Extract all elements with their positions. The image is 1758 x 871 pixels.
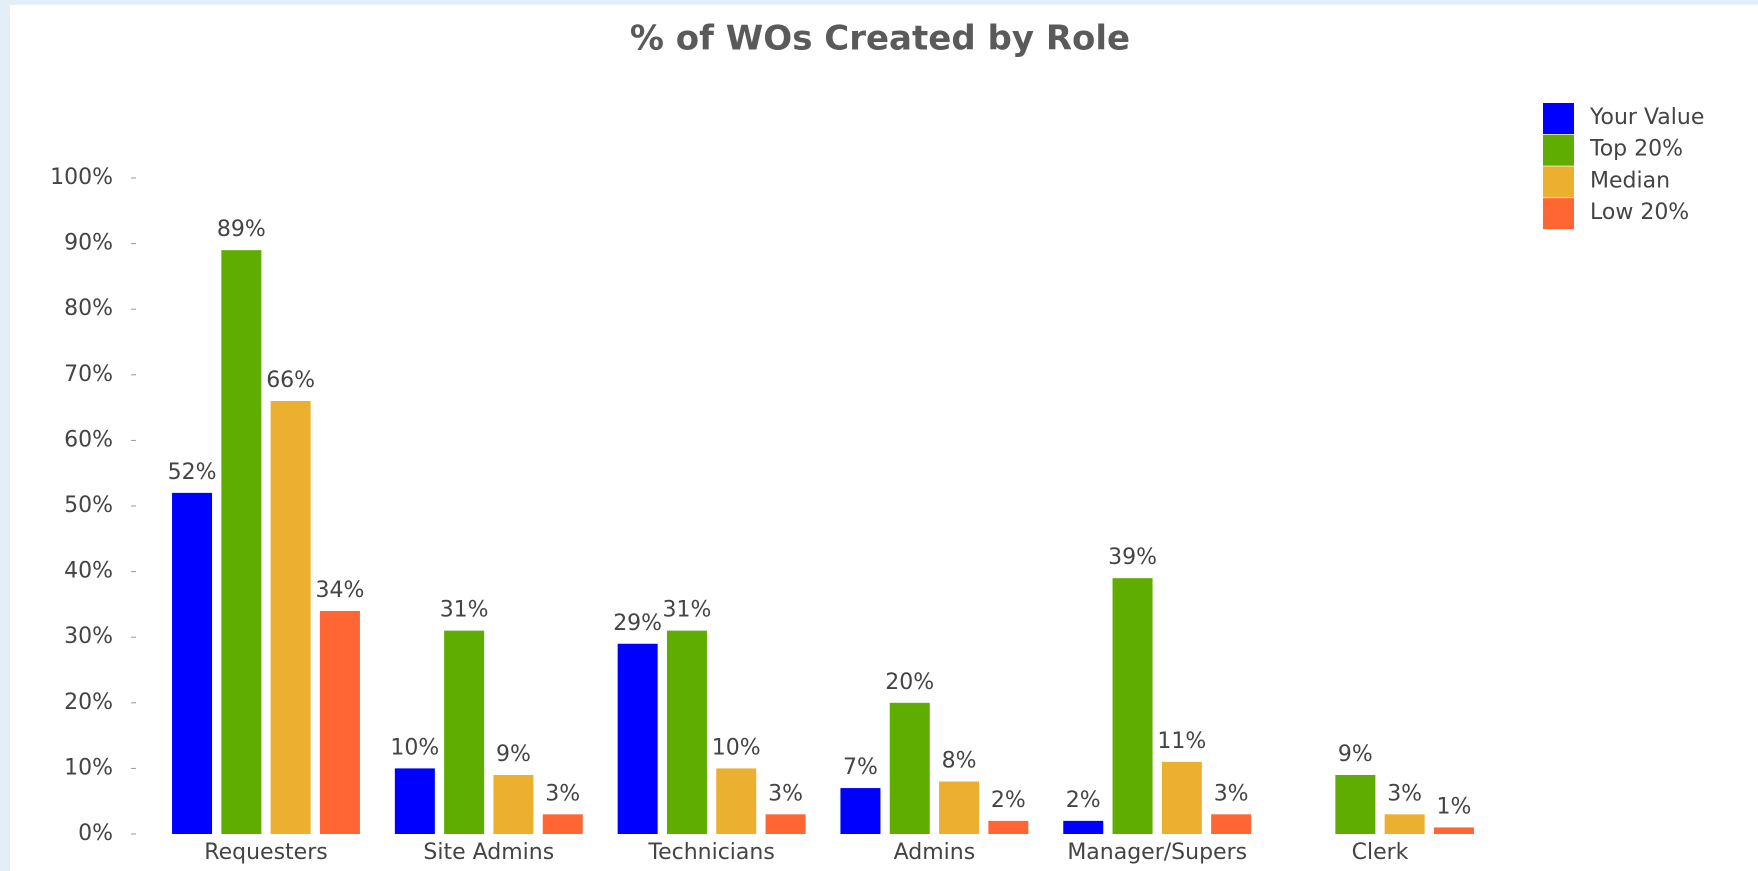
y-tick-label: 90% [64,231,113,256]
bar [939,781,980,834]
value-label: 20% [885,670,934,695]
value-label: 3% [768,781,803,806]
value-label: 3% [545,781,580,806]
y-tick-label: 10% [64,755,113,780]
y-tick-label: 20% [64,690,113,715]
bar [1384,814,1425,834]
value-label: 11% [1157,729,1206,754]
value-label: 8% [942,749,977,774]
chart-title: % of WOs Created by Role [630,19,1130,59]
value-label: 2% [1066,788,1101,813]
bar [270,401,311,834]
y-tick-label: 100% [50,165,113,190]
y-tick-label: 60% [64,427,113,452]
value-label: 2% [991,788,1026,813]
bar [617,643,658,834]
bar [394,768,435,834]
bar [319,610,360,834]
x-tick-label: Clerk [1352,840,1409,865]
bar [1161,761,1202,834]
value-label: 3% [1214,781,1249,806]
legend-swatch [1543,166,1574,198]
x-tick-label: Site Admins [423,840,554,865]
legend-label: Your Value [1589,105,1704,130]
legend-label: Top 20% [1589,137,1683,162]
value-label: 7% [843,755,878,780]
value-label: 1% [1436,794,1471,819]
value-label: 29% [613,611,662,636]
value-label: 39% [1108,545,1157,570]
bar [988,820,1029,834]
bar [840,788,881,834]
bar [1335,774,1376,834]
legend-swatch [1543,103,1574,134]
value-label: 66% [266,368,315,393]
x-tick-label: Requesters [204,840,327,865]
value-label: 3% [1387,781,1422,806]
y-tick-label: 80% [64,296,113,321]
x-tick-label: Manager/Supers [1067,840,1247,865]
bar [493,774,534,834]
bar [1433,827,1474,834]
legend-swatch [1543,134,1574,166]
value-label: 10% [712,735,761,760]
legend-swatch [1543,198,1574,230]
y-tick-label: 50% [64,493,113,518]
bar [444,630,485,834]
x-tick-label: Technicians [647,840,774,865]
bar [172,492,213,834]
value-label: 31% [440,598,489,623]
value-label: 31% [662,598,711,623]
bar [765,814,806,834]
bar [716,768,757,834]
bar [889,702,930,834]
value-label: 9% [1338,742,1373,767]
value-label: 89% [217,217,266,242]
value-label: 34% [315,578,364,603]
bar [1112,578,1153,834]
bar [666,630,707,834]
value-label: 10% [390,735,439,760]
legend-label: Low 20% [1590,200,1689,225]
y-tick-label: 40% [64,559,113,584]
legend-label: Median [1590,168,1670,193]
y-tick-label: 30% [64,624,113,649]
x-tick-label: Admins [894,840,976,865]
value-label: 52% [168,460,217,485]
bar [1211,814,1252,834]
y-tick-label: 0% [78,821,113,846]
value-label: 9% [496,742,531,767]
bar [221,250,262,834]
bar [1063,820,1104,834]
y-tick-label: 70% [64,362,113,387]
bar [542,814,583,834]
